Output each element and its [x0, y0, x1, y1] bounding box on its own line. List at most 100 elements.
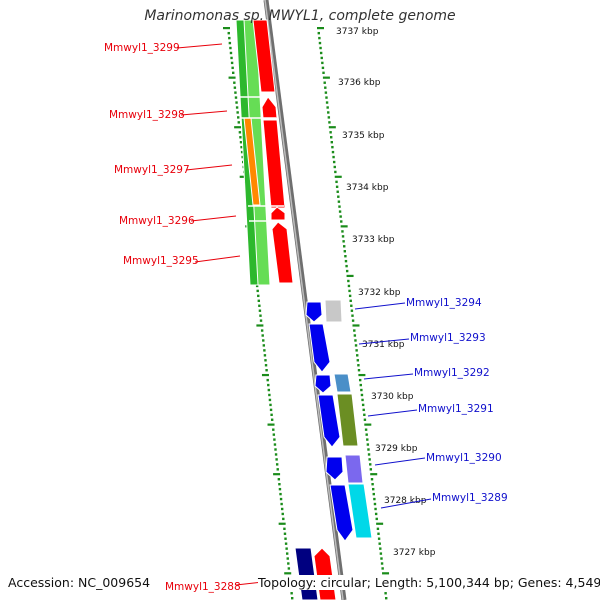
gene-3299-arrow[interactable] [252, 19, 276, 93]
minor-tick [363, 418, 367, 421]
feature-block-3294-grey[interactable] [324, 299, 343, 323]
minor-tick [377, 537, 381, 540]
gene-3291-arrow[interactable] [317, 394, 341, 448]
minor-tick [337, 200, 341, 203]
gene-3298-arrow[interactable] [261, 96, 278, 119]
minor-tick [360, 393, 364, 397]
minor-tick [349, 299, 352, 303]
minor-tick [324, 91, 328, 94]
minor-tick [362, 408, 365, 412]
major-tick [239, 175, 247, 178]
minor-tick [330, 136, 333, 139]
minor-tick [240, 150, 244, 154]
minor-tick [379, 552, 383, 555]
feature-block-3290-purple[interactable] [344, 454, 364, 484]
minor-tick [324, 86, 327, 89]
gene-label-3290[interactable]: Mmwyl1_3290 [426, 452, 502, 464]
minor-tick [261, 334, 264, 337]
major-tick [234, 126, 242, 129]
gene-3289-arrow[interactable] [329, 484, 354, 542]
minor-tick [350, 309, 354, 312]
minor-tick [343, 250, 347, 253]
minor-tick [335, 180, 338, 184]
minor-tick [377, 532, 380, 535]
minor-tick [322, 71, 325, 75]
right-tick-track [317, 27, 390, 600]
minor-tick [334, 170, 337, 174]
gene-label-3294[interactable]: Mmwyl1_3294 [406, 297, 482, 309]
minor-tick [321, 61, 324, 65]
minor-tick [323, 81, 326, 84]
right-gene-labels: Mmwyl1_3294 Mmwyl1_3293 Mmwyl1_3292 Mmwy… [354, 297, 508, 509]
kbp-tick-label: 3733 kbp [352, 235, 395, 245]
leader-line [194, 255, 241, 263]
minor-tick [327, 111, 330, 114]
gene-3294-arrow[interactable] [305, 301, 323, 323]
minor-tick [341, 230, 344, 233]
kbp-tick-label: 3737 kbp [336, 27, 379, 37]
gene-label-3292[interactable]: Mmwyl1_3292 [414, 367, 490, 379]
minor-tick [230, 56, 233, 60]
feature-block-3291-olive[interactable] [336, 393, 359, 447]
minor-tick [287, 562, 290, 565]
minor-tick [320, 56, 323, 60]
minor-tick [356, 354, 359, 357]
minor-tick [278, 487, 282, 491]
minor-tick [279, 492, 282, 496]
minor-tick [347, 279, 350, 283]
major-tick [322, 76, 330, 79]
gene-3296-arrow[interactable] [270, 206, 286, 221]
minor-tick [255, 284, 259, 288]
major-tick [364, 423, 372, 426]
minor-tick [232, 71, 235, 75]
kbp-tick-label: 3734 kbp [346, 183, 389, 193]
gene-label-3299[interactable]: Mmwyl1_3299 [104, 42, 180, 54]
minor-tick [260, 329, 264, 332]
kbp-tick-label: 3735 kbp [342, 131, 385, 141]
gene-label-3288[interactable]: Mmwyl1_3288 [165, 581, 241, 593]
minor-tick [285, 547, 288, 550]
minor-tick [239, 141, 243, 144]
gene-label-3293[interactable]: Mmwyl1_3293 [410, 332, 486, 344]
gene-label-3298[interactable]: Mmwyl1_3298 [109, 109, 185, 121]
gene-label-3291[interactable]: Mmwyl1_3291 [418, 403, 494, 415]
gene-3290-arrow[interactable] [325, 456, 344, 481]
gene-3292-arrow[interactable] [314, 374, 332, 394]
minor-tick [273, 438, 276, 441]
minor-tick [360, 388, 363, 392]
minor-tick [262, 344, 266, 347]
gene-label-3296[interactable]: Mmwyl1_3296 [119, 215, 195, 227]
minor-tick [228, 36, 231, 40]
minor-tick [241, 155, 244, 159]
minor-tick [353, 329, 356, 332]
minor-tick [256, 289, 259, 293]
feature-block-3292-blue[interactable] [333, 373, 352, 393]
accession-text: Accession: NC_009654 [8, 575, 151, 590]
minor-tick [359, 383, 362, 387]
minor-tick [319, 51, 323, 55]
minor-tick [341, 235, 345, 238]
minor-tick [263, 354, 267, 357]
minor-tick [267, 383, 270, 387]
gene-label-3297[interactable]: Mmwyl1_3297 [114, 164, 190, 176]
minor-tick [272, 428, 275, 431]
minor-tick [264, 359, 267, 362]
gene-label-3295[interactable]: Mmwyl1_3295 [123, 255, 199, 267]
minor-tick [338, 205, 341, 208]
major-tick [284, 572, 292, 575]
gene-3293-arrow[interactable] [308, 323, 331, 373]
minor-tick [259, 314, 262, 317]
gene-3297-arrow[interactable] [262, 119, 286, 209]
minor-tick [363, 413, 366, 417]
leader-line [176, 43, 223, 49]
gene-label-3289[interactable]: Mmwyl1_3289 [432, 492, 508, 504]
feature-block-3289-cyan[interactable] [347, 483, 373, 539]
major-tick [317, 27, 324, 30]
minor-tick [378, 542, 381, 545]
minor-tick [366, 438, 369, 441]
kbp-tick-label: 3730 kbp [371, 392, 414, 402]
minor-tick [344, 255, 347, 258]
gene-3295-arrow[interactable] [271, 221, 294, 284]
minor-tick [344, 259, 348, 263]
